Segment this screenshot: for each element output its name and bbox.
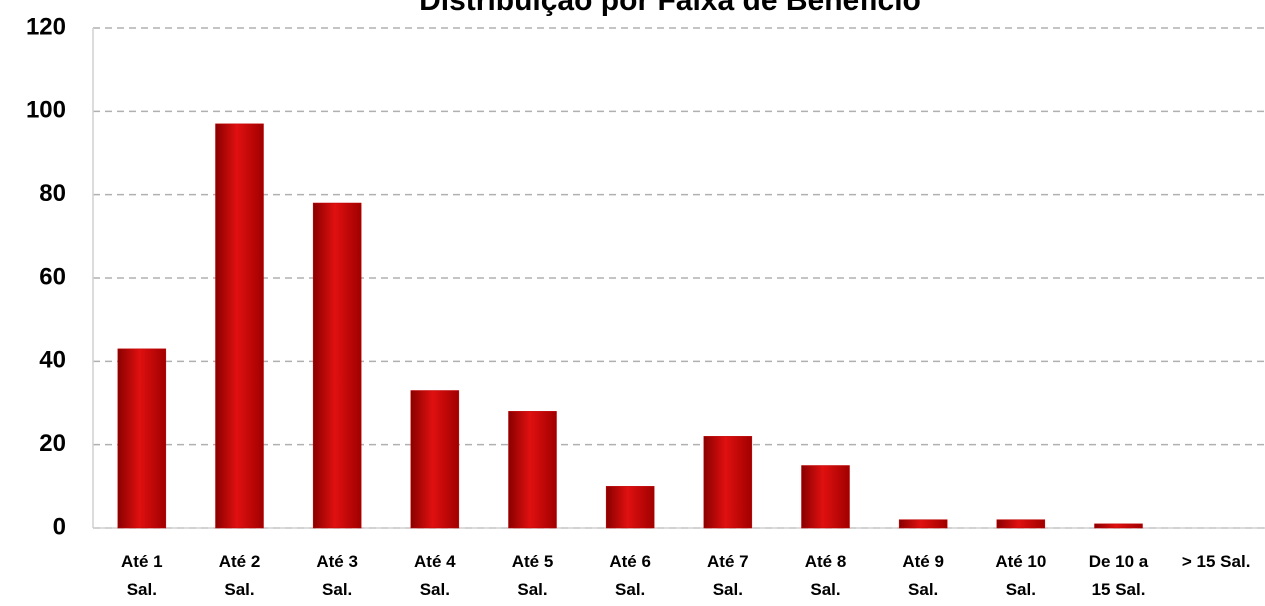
x-tick-label: Até 3 Sal. xyxy=(316,552,358,599)
bar xyxy=(898,519,948,529)
y-tick-label: 80 xyxy=(39,180,66,207)
y-tick-label: 120 xyxy=(26,13,66,40)
x-tick-label: > 15 Sal. xyxy=(1181,552,1251,571)
x-tick-label: Até 4 Sal. xyxy=(414,552,456,599)
bar xyxy=(1094,523,1143,529)
y-tick-label: 100 xyxy=(26,97,66,124)
bar xyxy=(703,436,753,529)
x-tick-label: Até 5 Sal. xyxy=(511,552,554,599)
x-tick-label: Até 9 Sal. xyxy=(902,552,944,599)
y-tick-label: 40 xyxy=(39,347,66,374)
x-tick-label: Até 10 Sal. xyxy=(995,552,1047,599)
x-tick-label: Até 7 Sal. xyxy=(707,552,749,599)
bar xyxy=(508,411,557,529)
x-tick-label: Até 8 Sal. xyxy=(804,552,847,599)
y-tick-label: 60 xyxy=(39,263,66,290)
x-tick-label: De 10 a 15 Sal. xyxy=(1088,552,1149,599)
bar xyxy=(605,486,655,529)
bar xyxy=(215,123,264,529)
y-tick-label: 0 xyxy=(53,513,66,540)
bar xyxy=(312,202,362,529)
x-tick-label: Até 2 Sal. xyxy=(218,552,261,599)
bar xyxy=(410,390,460,529)
x-tick-label: Até 1 Sal. xyxy=(121,552,163,599)
x-tick-label: Até 6 Sal. xyxy=(609,552,651,599)
chart-title: Distribuição por Faixa de Benefício xyxy=(419,0,921,17)
bar xyxy=(996,519,1046,529)
bar xyxy=(801,465,850,529)
y-tick-label: 20 xyxy=(39,430,66,457)
bar xyxy=(117,348,167,529)
